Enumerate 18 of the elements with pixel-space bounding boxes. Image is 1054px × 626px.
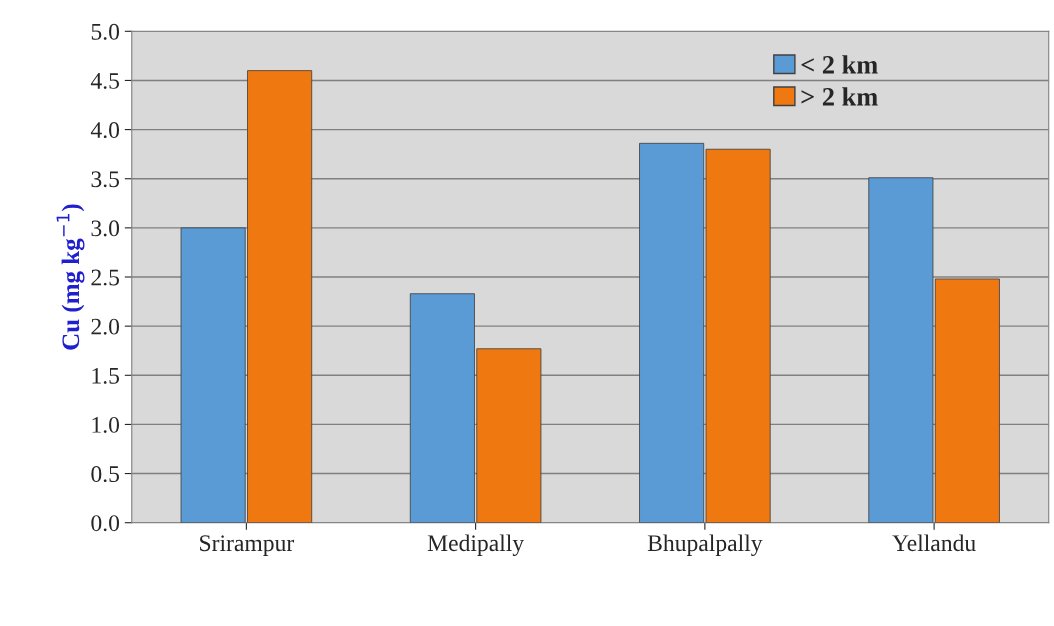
y-tick-label: 5.0 (91, 23, 120, 40)
x-tick-label: Medipally (427, 534, 525, 556)
y-tick-label: 1.5 (92, 367, 120, 384)
y-tick-label: 1.0 (92, 416, 120, 433)
x-tick-label: Srirampur (200, 535, 295, 556)
y-tick-label: 3.0 (91, 220, 120, 237)
legend-label: < 2 km (801, 55, 878, 74)
y-axis-title: Cu (mg kg$^{−1}$) (56, 204, 85, 350)
y-tick-label: 0.5 (91, 466, 120, 483)
legend-label: > 2 km (801, 87, 878, 106)
x-tick-label: Bhupalpally (647, 534, 763, 556)
y-tick-label: 0.0 (91, 515, 120, 532)
y-tick-label: 4.0 (90, 122, 120, 139)
y-tick-label: 2.5 (91, 269, 120, 286)
y-tick-label: 4.5 (90, 73, 120, 89)
y-tick-label: 2.0 (91, 318, 120, 335)
y-tick-label: 3.5 (91, 171, 120, 188)
x-tick-label: Yellandu (892, 534, 976, 552)
